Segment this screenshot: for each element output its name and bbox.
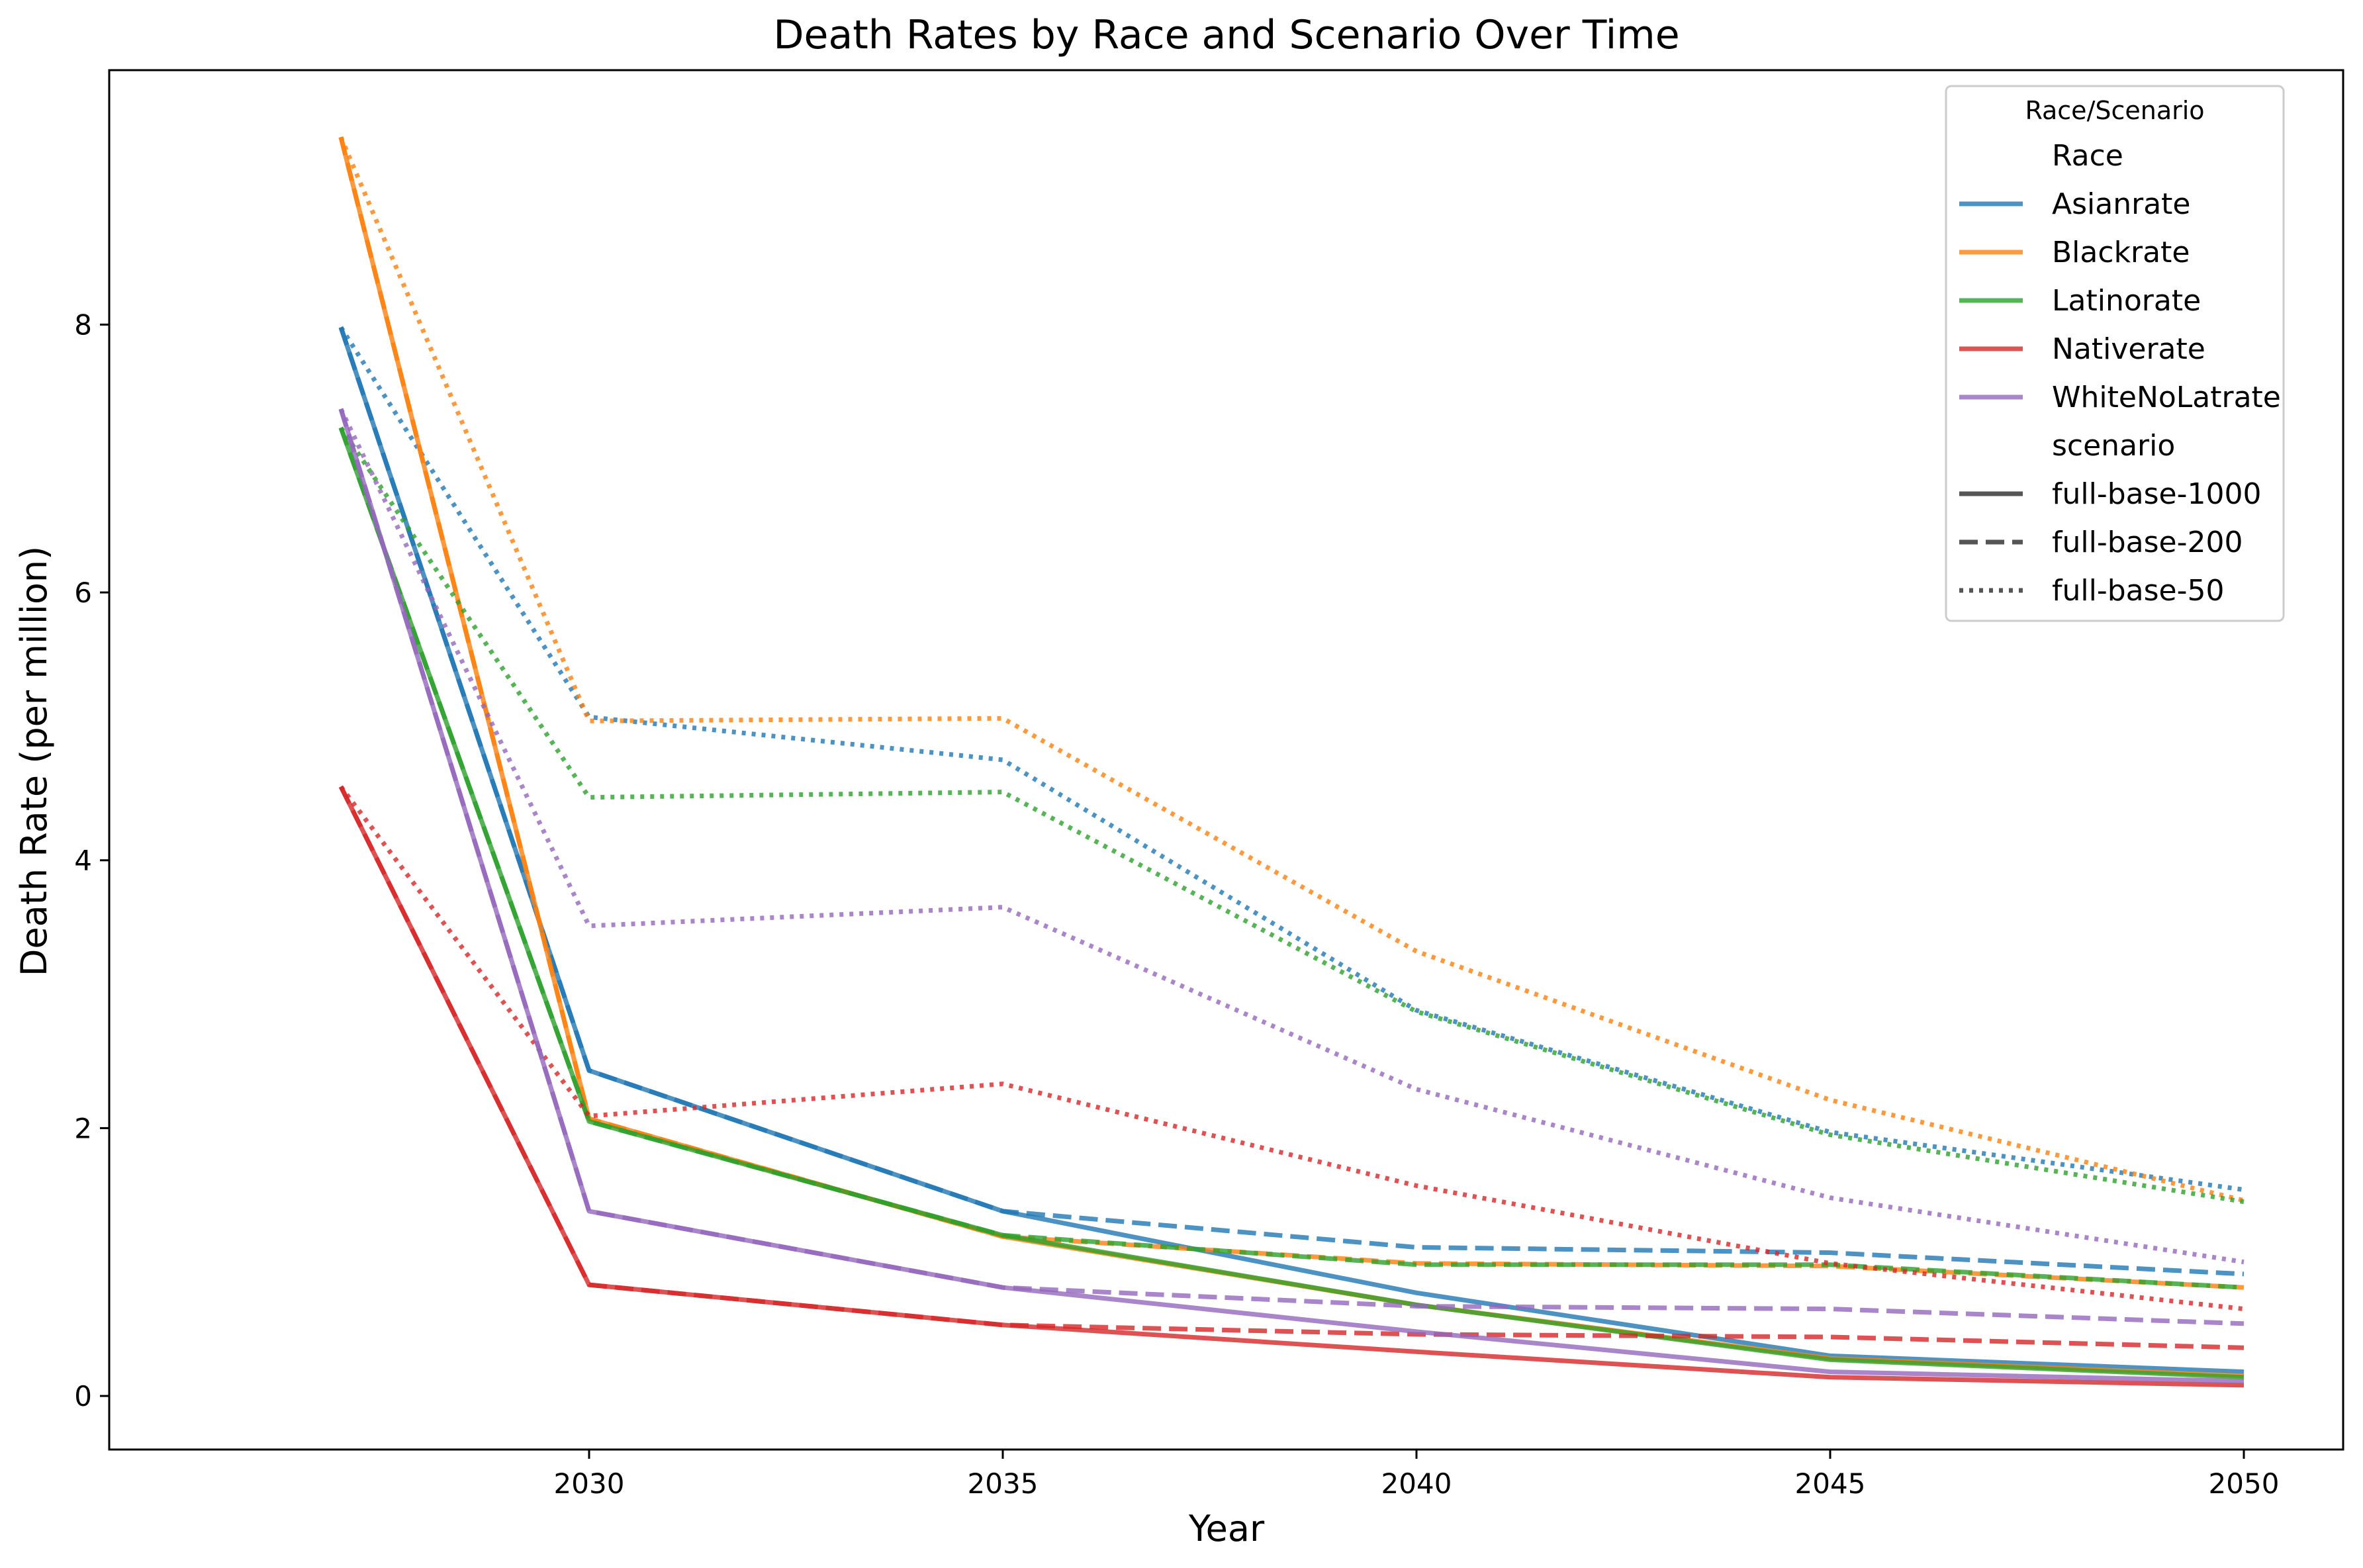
legend-label-full-base-50: full-base-50 [2052,574,2224,608]
legend: Race/Scenario Race Asianrate Blackrate Lati… [1945,85,2285,622]
x-axis-label: Year [1188,1508,1265,1549]
x-axis-ticks: 2030 2035 2040 2045 2050 [554,1450,2280,1500]
series-line-latinorate-full-base-200 [338,427,2245,1290]
x-tick-label: 2050 [2209,1467,2280,1500]
series-line-blackrate-full-base-200 [338,136,2245,1290]
legend-label-latinorate: Latinorate [2052,284,2201,318]
y-axis-label: Death Rate (per million) [13,546,55,976]
series-line-nativerate-full-base-200 [338,785,2245,1350]
legend-header: scenario [2052,429,2175,463]
chart-title: Death Rates by Race and Scenario Over Ti… [773,12,1679,58]
legend-label-asianrate: Asianrate [2052,187,2190,221]
y-tick-label: 8 [74,308,92,341]
series-line-whitenolatrate-full-base-50 [338,408,2245,1265]
legend-title: Race/Scenario [2025,96,2204,125]
y-tick-label: 0 [74,1380,92,1412]
x-tick-label: 2030 [554,1467,625,1500]
plot-lines [338,136,2245,1388]
y-tick-label: 2 [74,1112,92,1144]
legend-label-full-base-200: full-base-200 [2052,526,2243,559]
x-tick-label: 2040 [1381,1467,1452,1500]
plot-frame [108,69,2344,1451]
series-line-blackrate-full-base-50 [338,136,2245,1203]
x-tick-label: 2045 [1795,1467,1866,1500]
legend-label-full-base-1000: full-base-1000 [2052,477,2261,511]
legend-box [1945,85,2285,622]
y-tick-label: 4 [74,845,92,877]
y-tick-label: 6 [74,576,92,609]
x-tick-label: 2035 [968,1467,1039,1500]
series-line-latinorate-full-base-50 [339,426,2245,1205]
series-line-whitenolatrate-full-base-200 [338,408,2245,1326]
legend-label-nativerate: Nativerate [2052,332,2205,366]
legend-label-whitenolatrate: WhiteNoLatrate [2052,381,2281,414]
legend-header: Race [2052,139,2123,173]
legend-label-blackrate: Blackrate [2052,236,2190,269]
y-axis-ticks: 0 2 4 6 8 [74,308,109,1412]
